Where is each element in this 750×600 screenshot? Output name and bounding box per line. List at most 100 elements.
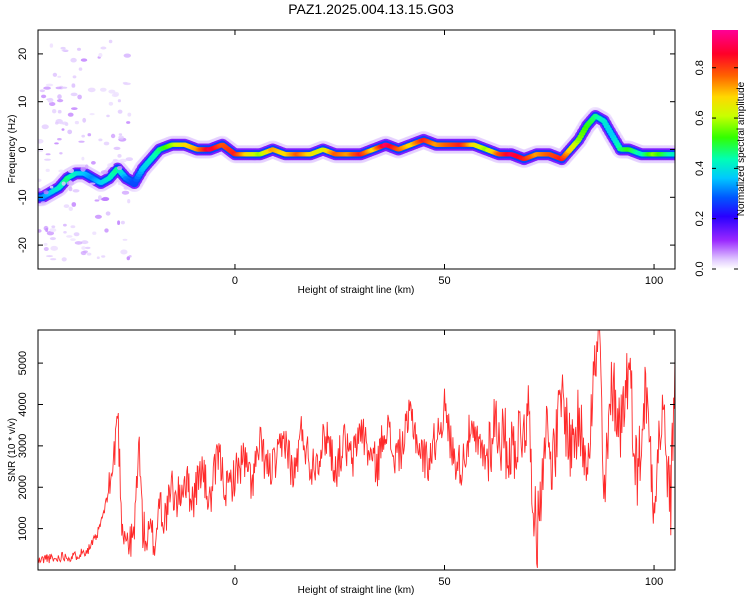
noise-cell <box>43 86 51 90</box>
noise-cell <box>87 87 96 93</box>
noise-cell <box>123 53 131 58</box>
noise-cell <box>54 142 59 145</box>
snr-x-ticks: 0 50 100 <box>232 330 663 588</box>
noise-cell <box>74 120 79 125</box>
x-tick-label: 50 <box>438 576 450 588</box>
noise-cell <box>52 109 57 114</box>
noise-cell <box>85 246 91 250</box>
y-tick-label: -10 <box>17 189 29 205</box>
noise-cell <box>49 102 56 106</box>
noise-cell <box>41 94 47 99</box>
noise-cell <box>38 148 44 152</box>
noise-cell <box>68 186 73 192</box>
noise-cell <box>43 190 49 195</box>
noise-cell <box>50 258 57 261</box>
colorbar-label: Normalized spectral amplitude <box>736 81 747 216</box>
noise-cell <box>49 43 54 48</box>
noise-cell <box>61 49 69 52</box>
noise-cell <box>82 117 87 123</box>
noise-cell <box>98 195 102 201</box>
noise-cell <box>43 247 49 251</box>
noise-cell <box>73 232 80 237</box>
spectrogram-frame <box>37 29 676 270</box>
noise-cell <box>52 72 58 77</box>
noise-cell <box>63 231 67 234</box>
spectrogram-x-ticks: 0 50 100 <box>232 30 663 287</box>
noise-cell <box>118 133 123 136</box>
noise-cell <box>77 94 82 100</box>
noise-cell <box>108 101 114 106</box>
noise-cell <box>55 121 59 125</box>
noise-cell <box>38 178 42 182</box>
noise-cell <box>58 169 64 173</box>
noise-cell <box>57 75 62 78</box>
noise-cell <box>80 58 88 62</box>
noise-cell <box>120 249 128 255</box>
noise-cell <box>51 225 56 229</box>
noise-cell <box>89 113 95 116</box>
noise-cell <box>41 124 49 130</box>
colorbar-tick-label: 0.0 <box>694 261 706 276</box>
noise-cell <box>117 99 121 103</box>
noise-cell <box>43 242 48 246</box>
noise-cell <box>38 139 44 144</box>
noise-cell <box>46 255 53 258</box>
noise-cell <box>71 83 76 88</box>
noise-cell <box>110 133 116 139</box>
colorbar-tick-label: 0.2 <box>694 211 706 226</box>
ridge-core-cell <box>671 152 675 157</box>
noise-cell <box>59 122 64 125</box>
noise-cell <box>70 92 78 97</box>
noise-cell <box>117 182 122 186</box>
noise-cell <box>101 255 106 258</box>
noise-cell <box>94 199 100 202</box>
noise-cell <box>80 250 87 256</box>
noise-cell <box>46 231 55 236</box>
noise-cell <box>123 82 131 86</box>
y-tick-label: 4000 <box>17 392 29 416</box>
noise-cell <box>103 141 110 146</box>
noise-cell <box>86 252 92 256</box>
noise-cell <box>118 135 124 140</box>
noise-cell <box>96 256 100 260</box>
noise-cell <box>92 231 97 235</box>
noise-cell <box>126 256 130 261</box>
spectrogram-x-axis-label: Height of straight line (km) <box>298 285 415 296</box>
noise-cell <box>117 154 122 158</box>
noise-cell <box>40 201 46 205</box>
x-tick-label: 0 <box>232 275 238 287</box>
noise-cell <box>70 225 76 229</box>
noise-cell <box>57 109 62 114</box>
noise-cell <box>113 146 121 150</box>
noise-cell <box>47 97 54 103</box>
noise-cell <box>121 190 130 195</box>
noise-cell <box>77 47 81 51</box>
y-tick-label: 3000 <box>17 434 29 458</box>
noise-cell <box>55 86 62 90</box>
noise-cell <box>105 211 111 216</box>
noise-cell <box>68 206 74 211</box>
noise-cell <box>81 134 85 138</box>
noise-cell <box>50 245 58 251</box>
snr-y-axis-label: SNR (10 * v/v) <box>7 418 18 482</box>
noise-cell <box>61 257 67 262</box>
noise-cell <box>127 199 131 204</box>
x-tick-label: 100 <box>645 275 663 287</box>
noise-cell <box>123 186 129 190</box>
noise-cell <box>126 121 131 124</box>
noise-cell <box>38 187 41 193</box>
noise-cell <box>108 89 116 94</box>
noise-cell <box>70 238 76 242</box>
noise-cell <box>80 166 86 172</box>
spectrogram-y-axis-label: Frequency (Hz) <box>7 115 18 184</box>
noise-cell <box>61 181 66 186</box>
spectrogram-y-ticks: 20 10 0 -10 -20 <box>17 48 675 253</box>
noise-cell <box>61 128 65 131</box>
noise-cell <box>78 140 85 143</box>
noise-cell <box>67 112 74 117</box>
x-tick-label: 50 <box>438 275 450 287</box>
snr-y-ticks: 1000 2000 3000 4000 5000 <box>17 351 675 541</box>
noise-cell <box>112 158 118 162</box>
